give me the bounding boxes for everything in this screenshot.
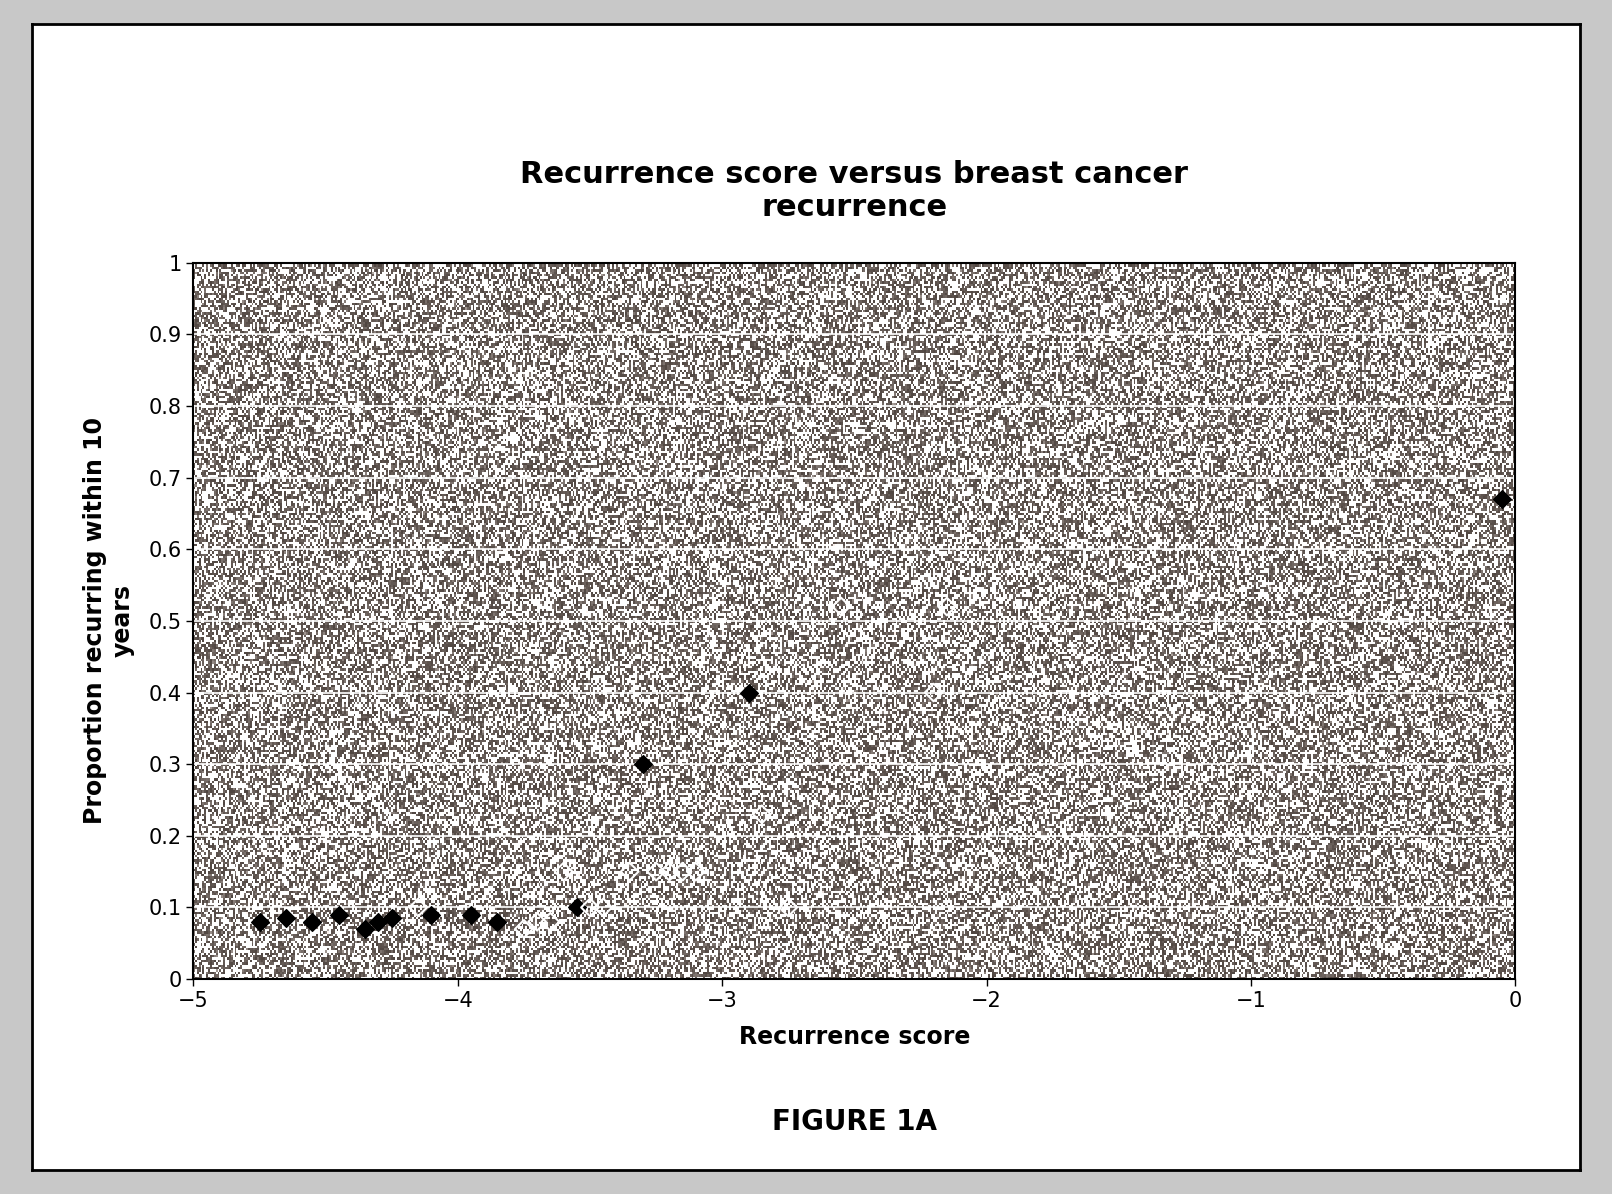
Point bbox=[933, 597, 959, 616]
Point bbox=[524, 912, 550, 931]
Point bbox=[669, 862, 695, 881]
Point bbox=[775, 898, 801, 917]
Point bbox=[920, 683, 946, 702]
Point bbox=[247, 912, 272, 931]
Point bbox=[590, 898, 616, 917]
Point bbox=[272, 909, 298, 928]
Point bbox=[326, 905, 351, 924]
Point bbox=[656, 862, 682, 881]
Point bbox=[735, 683, 761, 702]
Point bbox=[366, 912, 392, 931]
Y-axis label: Proportion recurring within 10
years: Proportion recurring within 10 years bbox=[82, 418, 134, 824]
Point bbox=[419, 905, 445, 924]
Point bbox=[511, 919, 537, 938]
Text: Recurrence score versus breast cancer
recurrence: Recurrence score versus breast cancer re… bbox=[521, 160, 1188, 222]
Point bbox=[379, 909, 405, 928]
Point bbox=[551, 862, 577, 881]
X-axis label: Recurrence score: Recurrence score bbox=[738, 1024, 970, 1048]
Text: FIGURE 1A: FIGURE 1A bbox=[772, 1108, 937, 1137]
Point bbox=[577, 898, 603, 917]
Point bbox=[485, 912, 511, 931]
Point bbox=[630, 755, 656, 774]
Point bbox=[829, 597, 854, 616]
Point bbox=[300, 912, 326, 931]
Point bbox=[353, 919, 379, 938]
Point bbox=[683, 862, 709, 881]
Point bbox=[750, 805, 775, 824]
Point bbox=[643, 862, 669, 881]
Point bbox=[537, 912, 563, 931]
Point bbox=[1489, 490, 1515, 509]
Point bbox=[617, 862, 643, 881]
Point bbox=[405, 898, 430, 917]
Point bbox=[458, 905, 484, 924]
Point bbox=[564, 898, 590, 917]
